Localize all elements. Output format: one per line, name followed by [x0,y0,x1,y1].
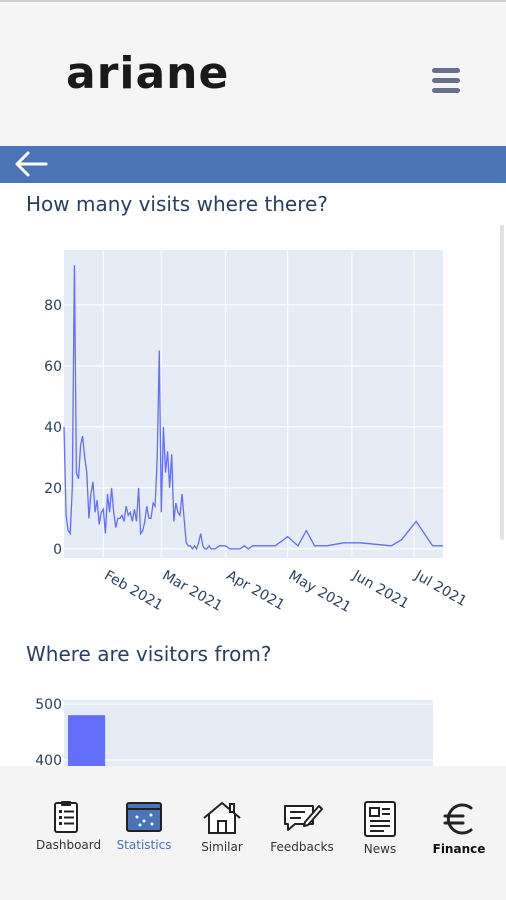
nav-item-finance[interactable]: Finance [430,800,488,856]
x-tick-label: Feb 2021 [101,568,165,614]
back-button[interactable] [12,149,52,179]
app-header: ariane [0,0,506,146]
feedback-pen-icon [284,805,323,831]
x-tick-label: Jun 2021 [349,567,412,612]
visits-chart-title: How many visits where there? [26,192,328,216]
nav-label: News [363,842,397,856]
bottom-navigation [0,766,506,900]
house-icon [203,801,241,834]
y-tick-label: 20 [44,481,62,497]
menu-button[interactable] [428,64,466,98]
nav-label: Similar [201,840,243,854]
plot-background [64,250,443,558]
hamburger-menu-icon [432,68,460,73]
y-tick-label: 80 [44,298,62,314]
y-tick-label: 40 [44,420,62,436]
arrow-left-icon [15,151,48,177]
nav-bar [0,146,506,183]
x-tick-label: Jul 2021 [411,567,469,610]
y-tick-label: 60 [44,359,62,375]
newspaper-icon [364,801,396,837]
plot-background [64,700,433,766]
visits-series-line [63,265,443,551]
nav-label: Statistics [116,838,172,852]
hamburger-menu-icon-bar [432,78,460,83]
nav-item-news[interactable]: News [356,800,404,856]
calendar-chart-icon [126,802,162,832]
nav-item-feedbacks[interactable]: Feedbacks [270,800,334,854]
origin-chart-title: Where are visitors from? [26,642,272,666]
nav-item-dashboard[interactable]: Dashboard [36,800,102,852]
y-tick-label: 0 [53,542,62,558]
nav-label: Feedbacks [270,840,334,854]
nav-item-similar[interactable]: Similar [196,800,248,854]
nav-item-statistics[interactable]: Statistics [112,800,176,852]
euro-icon [443,803,473,835]
x-tick-label: Apr 2021 [224,568,288,614]
hamburger-menu-icon-bar [432,88,460,93]
x-tick-label: Mar 2021 [159,568,225,615]
y-tick-label: 500 [35,697,62,713]
x-tick-label: May 2021 [286,568,354,616]
ariane-logo[interactable]: ariane [66,48,230,99]
clipboard-icon [54,801,78,833]
nav-label: Finance [432,842,486,856]
visitors-origin-bar-chart: 400 500 [35,697,433,766]
nav-label: Dashboard [36,838,102,852]
bar [68,715,105,766]
y-tick-label: 400 [35,753,62,766]
scrollbar[interactable] [500,225,504,540]
